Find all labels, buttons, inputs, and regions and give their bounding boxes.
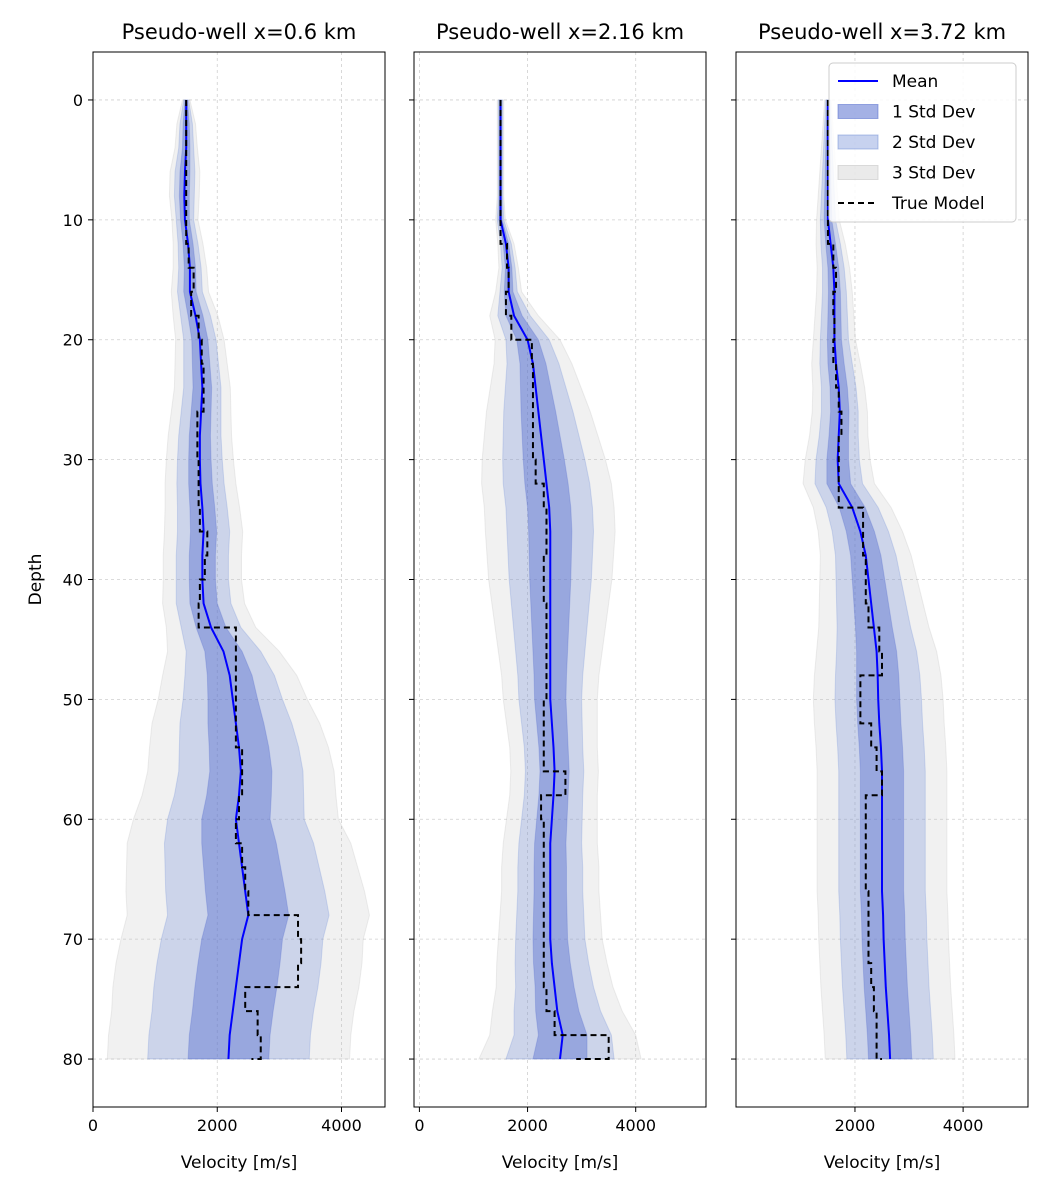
y-tick-label: 0 xyxy=(73,91,83,110)
legend-label: 2 Std Dev xyxy=(892,133,975,153)
x-tick-label: 4000 xyxy=(321,1116,362,1135)
mean-line xyxy=(499,99,564,1060)
x-tick-label: 0 xyxy=(88,1116,98,1135)
legend-label: Mean xyxy=(892,72,938,92)
y-tick-label: 70 xyxy=(63,930,83,949)
panel-title: Pseudo-well x=3.72 km xyxy=(758,20,1006,44)
legend: Mean 1 Std Dev 2 Std Dev 3 Std Dev True Mode… xyxy=(828,62,1017,223)
x-axis-label: Velocity [m/s] xyxy=(181,1153,298,1173)
x-tick-label: 0 xyxy=(414,1116,424,1135)
x-tick-label: 2000 xyxy=(835,1116,876,1135)
band-2-std-dev xyxy=(814,99,934,1060)
x-tick-label: 2000 xyxy=(507,1116,548,1135)
legend-label: 1 Std Dev xyxy=(892,103,975,123)
y-tick-label: 30 xyxy=(63,451,83,470)
panel-3: 2000 4000 Pseudo-well x=3.72 km Velocity [m… xyxy=(731,20,1029,1173)
y-tick-label: 80 xyxy=(63,1050,83,1069)
x-tick-label: 2000 xyxy=(197,1116,238,1135)
panel-title: Pseudo-well x=0.6 km xyxy=(122,20,357,44)
true-model-line xyxy=(826,99,883,1061)
legend-swatch-3-std-dev xyxy=(837,165,879,180)
legend-label: True Model xyxy=(891,194,985,214)
x-tick-label: 4000 xyxy=(615,1116,656,1135)
x-axis-label: Velocity [m/s] xyxy=(824,1153,941,1173)
y-tick-label: 40 xyxy=(63,571,83,590)
y-tick-label: 10 xyxy=(63,211,83,230)
true-model-line xyxy=(185,99,303,1061)
x-tick-label: 4000 xyxy=(943,1116,984,1135)
band-1-std-dev xyxy=(178,99,290,1060)
legend-swatch-2-std-dev xyxy=(837,134,879,150)
band-2-std-dev xyxy=(147,99,330,1060)
y-axis-label: Depth xyxy=(26,554,46,606)
panel-title: Pseudo-well x=2.16 km xyxy=(436,20,684,44)
legend-box xyxy=(828,62,1017,223)
band-3-std-dev xyxy=(802,99,956,1060)
y-tick-label: 20 xyxy=(63,331,83,350)
band-3-std-dev xyxy=(106,99,370,1060)
legend-swatch-1-std-dev xyxy=(837,104,879,119)
panel-1: 0 2000 4000 0 10 20 30 40 50 60 70 80 Pseudo-well x=… xyxy=(26,20,386,1173)
y-tick-label: 50 xyxy=(63,690,83,709)
true-model-line xyxy=(499,99,610,1061)
panel-2: 0 2000 4000 Pseudo-well x=2.16 km Velocity [… xyxy=(409,20,707,1173)
legend-label: 3 Std Dev xyxy=(892,164,975,184)
y-tick-label: 60 xyxy=(63,810,83,829)
x-axis-label: Velocity [m/s] xyxy=(502,1153,619,1173)
